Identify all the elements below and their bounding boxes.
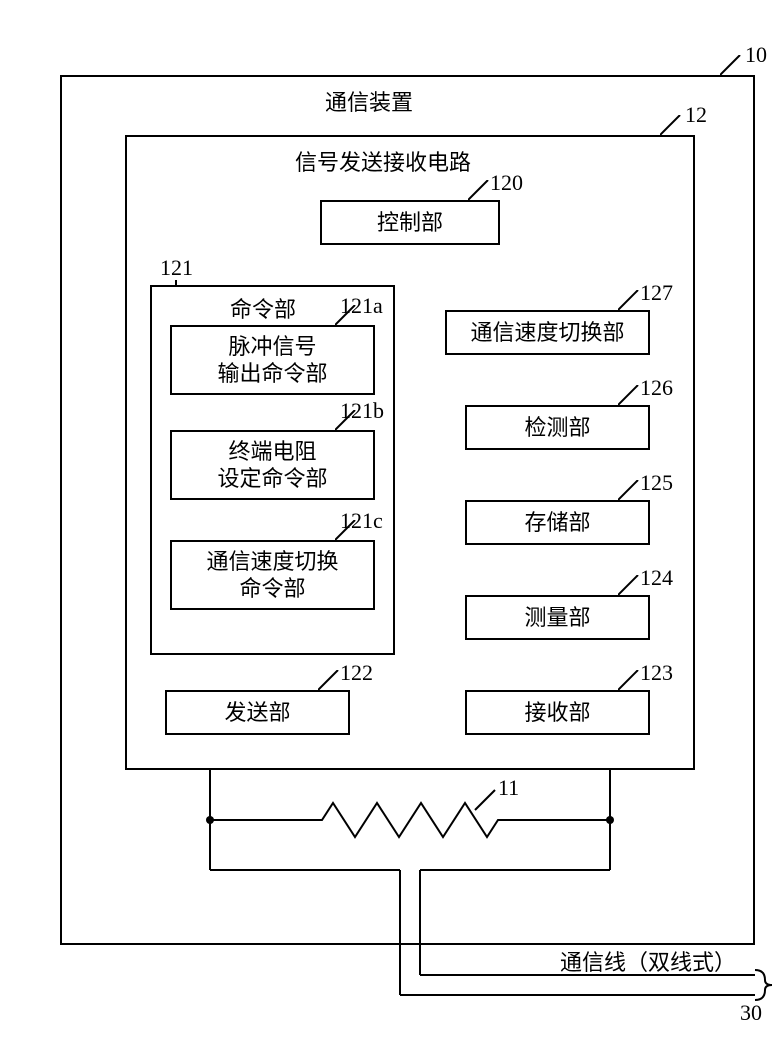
resistor-ref: 11 [498, 775, 519, 801]
busnote-label: 通信线（双线式） [560, 945, 736, 977]
diagram-canvas: 通信装置 10 信号发送接收电路 12 控制部 120 命令部 121 脉冲信号… [20, 20, 776, 1020]
wiring-svg [20, 20, 776, 1020]
busnote-ref: 30 [740, 1000, 762, 1026]
